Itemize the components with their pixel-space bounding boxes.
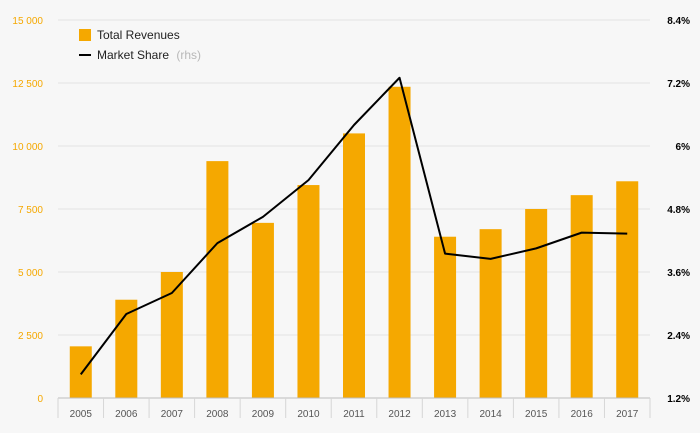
revenue-bar bbox=[525, 209, 548, 398]
legend-label-revenues: Total Revenues bbox=[97, 28, 180, 42]
left-tick-label: 10 000 bbox=[12, 142, 43, 153]
right-tick-label: 7.2% bbox=[667, 79, 690, 90]
market-share-line bbox=[79, 76, 628, 375]
revenue-bar bbox=[388, 86, 411, 398]
left-tick-label: 0 bbox=[37, 394, 43, 405]
revenue-bar bbox=[115, 299, 138, 398]
revenue-bar bbox=[570, 195, 593, 398]
left-tick-label: 12 500 bbox=[12, 79, 43, 90]
x-tick-label: 2005 bbox=[70, 409, 93, 420]
x-axis: 2005 2006 2007 2008 2009 2010 2011 2012 2013 2014… bbox=[57, 397, 651, 420]
x-tick-label: 2007 bbox=[161, 409, 184, 420]
legend-label-market-share: Market Share (rhs) bbox=[97, 48, 201, 62]
right-tick-label: 6% bbox=[676, 142, 691, 153]
legend-bar-swatch bbox=[79, 29, 91, 41]
revenue-bar bbox=[160, 272, 183, 398]
revenue-bar bbox=[479, 229, 502, 398]
right-tick-label: 1.2% bbox=[667, 394, 690, 405]
revenue-bars bbox=[69, 86, 639, 398]
left-axis-ticks: 0 2 500 5 000 7 500 10 000 12 500 15 000 bbox=[12, 16, 43, 405]
left-tick-label: 15 000 bbox=[12, 16, 43, 27]
revenue-bar bbox=[251, 222, 274, 398]
x-tick-label: 2010 bbox=[297, 409, 320, 420]
revenue-bar bbox=[69, 346, 92, 398]
x-tick-label: 2011 bbox=[343, 409, 365, 420]
legend: Total Revenues Market Share (rhs) bbox=[79, 28, 201, 62]
x-tick-label: 2006 bbox=[115, 409, 138, 420]
revenue-bar bbox=[434, 236, 457, 398]
revenue-bar bbox=[343, 133, 365, 398]
left-tick-label: 2 500 bbox=[18, 331, 43, 342]
legend-label-market-share-text: Market Share bbox=[97, 48, 169, 62]
x-tick-label: 2012 bbox=[388, 409, 411, 420]
left-tick-label: 5 000 bbox=[18, 268, 43, 279]
right-tick-label: 8.4% bbox=[667, 16, 690, 27]
revenue-bar bbox=[297, 185, 320, 398]
x-tick-label: 2014 bbox=[479, 409, 502, 420]
x-tick-label: 2008 bbox=[206, 409, 229, 420]
x-tick-label: 2015 bbox=[525, 409, 548, 420]
legend-label-market-share-suffix: (rhs) bbox=[176, 48, 201, 62]
x-tick-label: 2017 bbox=[616, 409, 639, 420]
left-tick-label: 7 500 bbox=[18, 205, 43, 216]
revenue-bar bbox=[616, 181, 639, 398]
market-share-line-group bbox=[79, 76, 628, 375]
revenue-bar bbox=[206, 161, 229, 398]
x-tick-label: 2013 bbox=[434, 409, 457, 420]
right-tick-label: 3.6% bbox=[667, 268, 690, 279]
right-tick-label: 4.8% bbox=[667, 205, 690, 216]
x-tick-label: 2009 bbox=[252, 409, 275, 420]
right-tick-label: 2.4% bbox=[667, 331, 690, 342]
right-axis-ticks: 1.2% 2.4% 3.6% 4.8% 6% 7.2% 8.4% bbox=[667, 16, 690, 405]
x-tick-label: 2016 bbox=[571, 409, 594, 420]
